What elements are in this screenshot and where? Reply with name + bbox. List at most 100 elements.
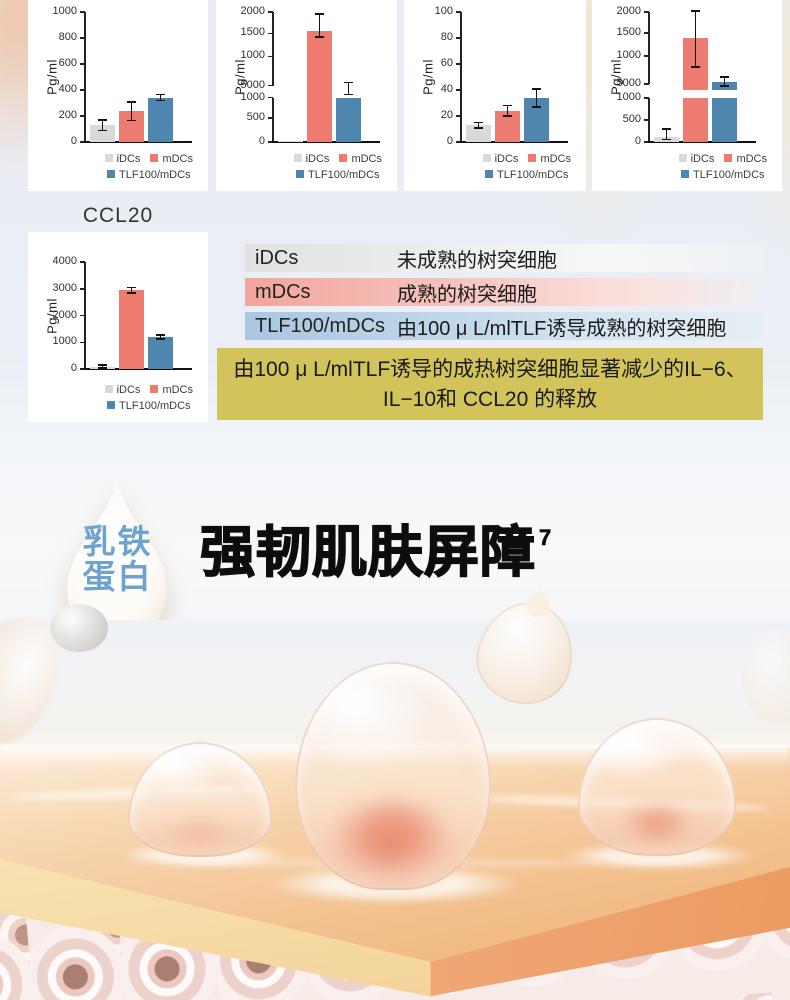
error-bar-cap [474, 126, 483, 129]
error-bar-cap [503, 104, 512, 107]
cytokine-bar-chart-3: Pg/ml 0 20 40 60 80 100 iDCs mDCs TLF100/mDCs [404, 0, 586, 191]
y-axis-label: Pg/ml [420, 59, 436, 95]
chart-legend: iDCs mDCs TLF100/mDCs [100, 151, 198, 183]
error-bar [159, 335, 162, 339]
y-tick-label: 5000 [240, 78, 265, 91]
y-tick-label: 1000 [616, 48, 641, 61]
error-bar-cap [691, 9, 700, 12]
y-axis-line [84, 262, 86, 369]
error-bar [101, 365, 104, 368]
legend-item: iDCs [482, 153, 518, 165]
x-axis-line [460, 141, 569, 143]
cytokine-bar-chart-4: Pg/ml 2000 1500 1000 5000 1000 500 0 iDCs mDCs TLF… [592, 0, 782, 191]
error-bar [665, 129, 668, 140]
y-tick-label: 600 [58, 57, 77, 69]
y-tick-label: 2000 [240, 5, 265, 17]
legend-definition: 未成熟的树突细胞 [397, 249, 557, 272]
y-tick-label: 800 [58, 31, 77, 43]
y-tick-mark [79, 341, 85, 344]
y-tick-label: 0 [70, 362, 77, 374]
legend-swatch [293, 154, 302, 162]
legend-swatch [150, 154, 159, 162]
section-title: 强韧肌肤屏障 7 [199, 520, 553, 584]
legend-item: TLF100/mDCs [681, 169, 765, 181]
bar-TLF100/mDCs [148, 97, 173, 142]
legend-row-idcs: iDCs 未成熟的树突细胞 [245, 244, 763, 272]
bar-iDCs [90, 125, 115, 142]
error-bar-cap [532, 87, 541, 90]
y-tick-label: 500 [622, 113, 641, 126]
legend-item: iDCs [293, 153, 329, 165]
bar-TLF100/mDCs [712, 98, 737, 142]
error-bar-cap [532, 106, 541, 108]
y-tick-mark [267, 32, 273, 34]
y-tick-mark [643, 141, 649, 143]
legend-item: iDCs [104, 384, 140, 396]
error-bar [347, 82, 350, 95]
legend-swatch [678, 154, 687, 162]
error-bar [101, 119, 104, 131]
bar-mDCs [683, 98, 708, 142]
legend-term: iDCs [255, 246, 299, 269]
legend-swatch [485, 170, 494, 178]
droplet [50, 604, 108, 652]
y-tick-label: 2000 [616, 5, 641, 17]
x-axis-line [84, 141, 193, 143]
legend-definition: 由100 μ L/mlTLF诱导成熟的树突细胞 [397, 317, 727, 340]
y-tick-label: 1500 [240, 26, 265, 39]
ccl20-chart-title: CCL20 [82, 204, 154, 227]
error-bar-cap [98, 364, 107, 367]
legend-item: mDCs [150, 384, 193, 396]
legend-swatch [150, 385, 159, 393]
y-tick-mark [79, 368, 85, 370]
bubble [578, 718, 736, 856]
legend-table: iDCs 未成熟的树突细胞 mDCs 成熟的树突细胞 TLF100/mDCs 由… [245, 244, 763, 346]
error-bar-cap [156, 334, 165, 336]
callout-line-1: 由100 μ L/mlTLF诱导的成热树突细胞显著减少的IL−6、 [233, 358, 747, 381]
y-tick-label: 1000 [616, 91, 641, 104]
y-tick-label: 60 [440, 57, 453, 69]
drop-label: 乳铁 蛋白 [82, 523, 153, 595]
y-tick-label: 0 [634, 135, 641, 147]
y-tick-label: 1000 [52, 335, 77, 348]
error-bar-cap [503, 115, 512, 117]
y-tick-mark [79, 141, 85, 143]
y-axis-line [460, 12, 462, 142]
error-bar-cap [315, 36, 324, 39]
bubble [295, 662, 491, 890]
y-tick-label: 2000 [52, 308, 77, 321]
error-bar [159, 94, 162, 101]
y-axis-label: Pg/ml [44, 59, 60, 95]
x-axis-line [648, 141, 757, 143]
error-bar-cap [98, 129, 107, 132]
error-bar-cap [156, 337, 165, 340]
y-tick-mark [79, 288, 85, 290]
y-axis-line [272, 12, 274, 86]
y-axis-line [84, 12, 86, 142]
conclusion-callout: 由100 μ L/mlTLF诱导的成热树突细胞显著减少的IL−6、 IL−10和… [217, 348, 763, 420]
legend-swatch [724, 154, 733, 162]
y-tick-mark [455, 115, 461, 117]
y-tick-mark [643, 119, 649, 121]
y-tick-mark [643, 97, 649, 99]
bar-mDCs [119, 290, 144, 369]
legend-item: mDCs [724, 153, 767, 165]
y-tick-mark [643, 55, 649, 57]
y-tick-label: 20 [440, 109, 453, 121]
legend-item: TLF100/mDCs [485, 169, 569, 181]
bubble-reflection [162, 815, 238, 851]
y-tick-mark [267, 55, 273, 58]
legend-item: iDCs [104, 153, 140, 165]
y-tick-label: 0 [258, 135, 265, 147]
y-tick-label: 40 [440, 83, 453, 95]
legend-swatch [107, 170, 116, 178]
cytokine-bar-chart-1: Pg/ml 0 200 400 600 800 1000 iDCs mDCs TLF100/mDC… [28, 0, 208, 191]
legend-item: mDCs [150, 153, 193, 165]
x-axis-line [272, 141, 381, 143]
legend-item: TLF100/mDCs [107, 400, 191, 412]
y-tick-label: 200 [58, 109, 77, 121]
y-tick-mark [79, 37, 85, 39]
y-tick-label: 500 [246, 110, 265, 123]
error-bar-cap [344, 81, 353, 84]
legend-swatch [681, 170, 690, 178]
